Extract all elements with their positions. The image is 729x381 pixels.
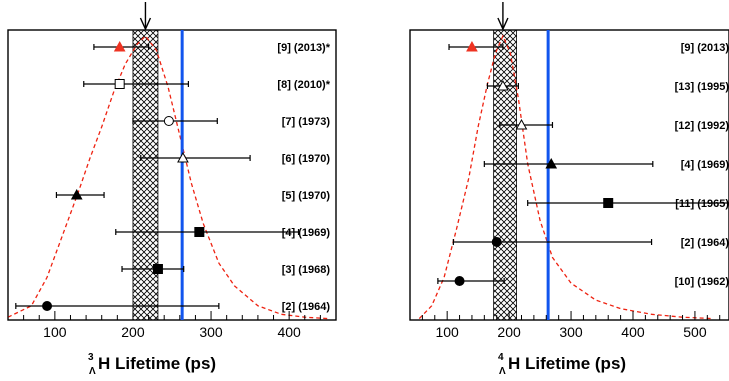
measurement-label: [2] (1964): [681, 237, 729, 249]
average-band: [493, 29, 517, 321]
measurement-marker: [194, 227, 205, 237]
measurement-label: [4] (1969): [282, 227, 331, 239]
measurement-marker: [515, 118, 528, 130]
x-axis-title: H Lifetime (ps): [98, 354, 216, 373]
measurement-label: [9] (2013)*: [277, 42, 330, 54]
measurement-label: [7] (1973): [282, 116, 331, 128]
measurement-marker: [497, 79, 509, 91]
x-tick-label: 100: [435, 324, 459, 340]
measurement-marker: [152, 264, 163, 274]
measurement-marker: [42, 301, 53, 311]
x-tick-label: 400: [621, 324, 645, 340]
measurement-label: [9] (2013): [681, 42, 729, 54]
arrow-head: [139, 17, 152, 31]
axis-title-superscript: 4: [498, 352, 504, 363]
plot-frame: [409, 29, 729, 321]
x-tick-label: 200: [121, 324, 145, 340]
measurement-marker: [163, 116, 174, 126]
measurement-label: [5] (1970): [282, 190, 331, 202]
measurement-label: [10] (1962): [675, 276, 729, 288]
measurement-label: [11] (1965): [675, 198, 729, 210]
x-tick-label: 500: [683, 324, 707, 340]
hyperhydrogen4-lifetime-panel: [9] (2013) [13] (1995) [12] (1992) [4] (196…: [409, 2, 729, 377]
measurement-marker: [114, 79, 125, 89]
measurement-label: [13] (1995): [675, 81, 729, 93]
measurement-marker: [491, 237, 502, 247]
axis-title-subscript: Λ: [499, 366, 506, 377]
likelihood-curve: [8, 35, 329, 320]
average-band: [132, 29, 159, 321]
measurement-label: [12] (1992): [675, 120, 729, 132]
x-tick-label: 100: [43, 324, 67, 340]
measurement-label: [6] (1970): [282, 153, 331, 165]
axis-title-subscript: Λ: [89, 366, 96, 377]
axis-title-superscript: 3: [88, 352, 94, 363]
x-axis-title: H Lifetime (ps): [508, 354, 626, 373]
measurement-label: [8] (2010)*: [277, 79, 330, 91]
hypertriton-lifetime-panel: [9] (2013)* [8] (2010)* [7] (1973) [6] (197…: [7, 2, 337, 377]
x-tick-label: 300: [199, 324, 223, 340]
measurement-marker: [545, 157, 558, 169]
measurement-label: [2] (1964): [282, 301, 331, 313]
x-tick-label: 400: [277, 324, 301, 340]
measurement-label: [4] (1969): [681, 159, 729, 171]
plot-frame: [7, 29, 337, 321]
measurement-marker: [70, 188, 83, 200]
measurement-marker: [466, 40, 478, 52]
likelihood-curve: [418, 34, 714, 320]
measurement-marker: [454, 276, 465, 286]
arrow-head: [497, 17, 509, 31]
measurement-marker: [113, 40, 126, 52]
measurement-label: [3] (1968): [282, 264, 331, 276]
measurement-marker: [603, 198, 614, 208]
measurement-marker: [177, 151, 189, 163]
x-tick-label: 200: [497, 324, 521, 340]
x-tick-label: 300: [559, 324, 583, 340]
